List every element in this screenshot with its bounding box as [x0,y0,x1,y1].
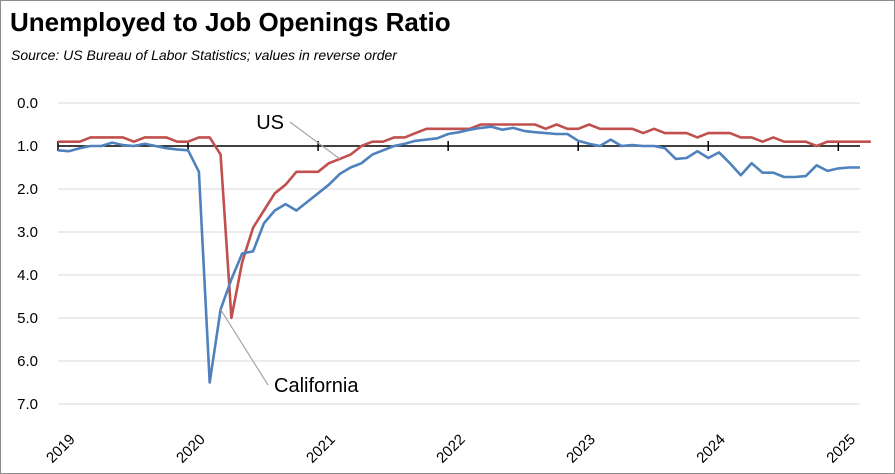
annotation-label: California [274,375,359,397]
y-tick-label: 1.0 [17,138,38,155]
chart-subtitle: Source: US Bureau of Labor Statistics; v… [11,47,397,63]
y-tick-label: 4.0 [17,267,38,284]
x-tick-label: 2020 [173,431,209,467]
x-tick-label: 2023 [563,431,599,467]
y-tick-label: 5.0 [17,310,38,327]
series-line-california [57,125,860,384]
x-tick-label: 2022 [433,431,469,467]
chart-title: Unemployed to Job Openings Ratio [10,7,451,37]
y-tick-label: 0.0 [17,95,38,112]
annotation-leader [289,121,341,160]
y-tick-label: 6.0 [17,353,38,370]
series-line-us [58,123,871,320]
annotation-leader [220,309,269,386]
annotation-label: US [256,112,284,134]
y-tick-label: 7.0 [17,396,38,413]
x-tick-label: 2021 [303,431,339,467]
x-tick-label: 2019 [43,431,79,467]
x-tick-label: 2024 [693,431,729,467]
x-tick-label: 2025 [823,431,859,467]
y-tick-label: 2.0 [17,181,38,198]
y-tick-label: 3.0 [17,224,38,241]
